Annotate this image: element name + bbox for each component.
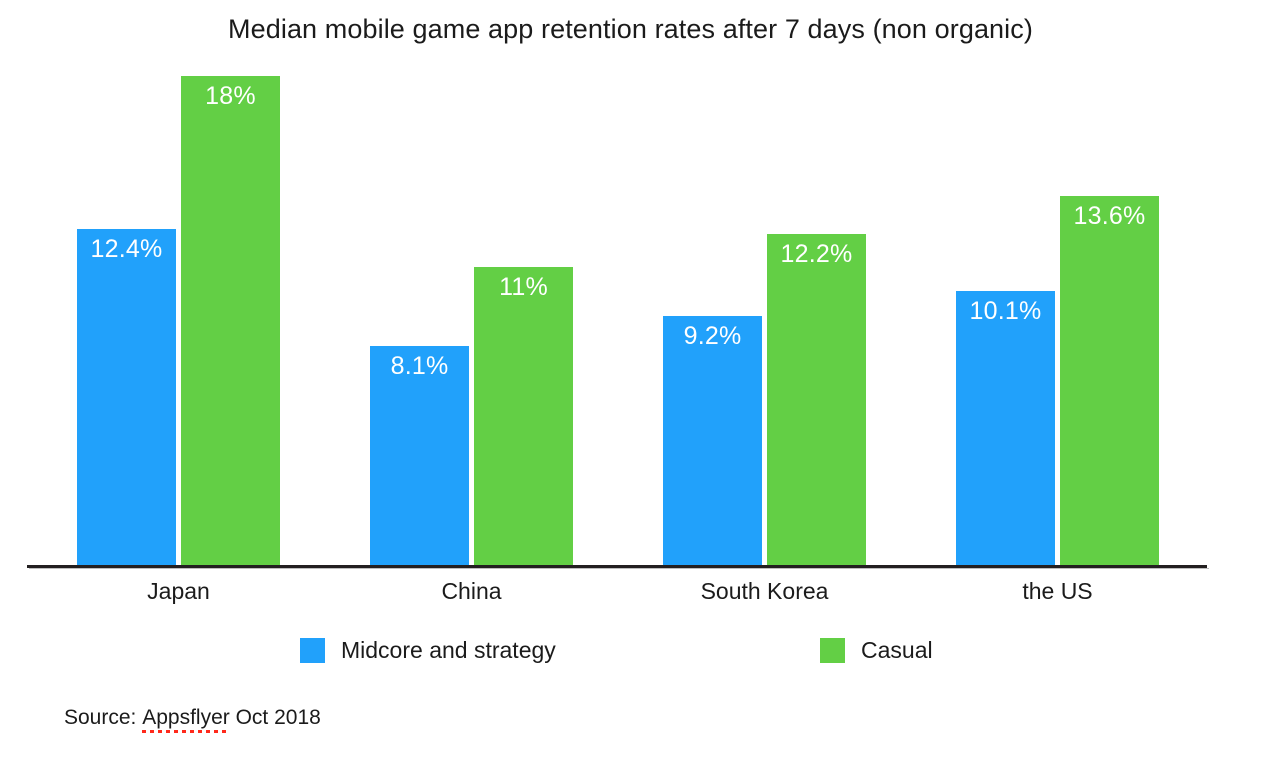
x-axis-label-china: China xyxy=(441,578,502,604)
bar-value-label: 8.1% xyxy=(390,351,449,380)
legend-swatch-icon xyxy=(300,637,325,663)
bar-group-the-us: 10.1% 13.6% xyxy=(956,60,1159,566)
source-caption: Source: Appsflyer Oct 2018 xyxy=(64,706,321,733)
x-axis-baseline xyxy=(27,565,1207,568)
bar-value-label: 13.6% xyxy=(1073,202,1146,231)
x-axis-baseline-shadow xyxy=(29,568,1209,569)
chart-title: Median mobile game app retention rates a… xyxy=(228,14,1033,44)
bar-japan-casual[interactable]: 18% xyxy=(181,76,280,566)
chart-legend: Midcore and strategy Casual xyxy=(0,633,1261,667)
bar-value-label: 9.2% xyxy=(683,321,742,350)
bar-value-label: 18% xyxy=(205,82,256,111)
source-misspelled-word: Appsflyer xyxy=(142,706,230,733)
bar-china-casual[interactable]: 11% xyxy=(474,266,573,566)
bar-south-korea-midcore-and-strategy[interactable]: 9.2% xyxy=(663,315,762,566)
x-axis-label-the-us: the US xyxy=(1022,578,1093,604)
source-prefix: Source: xyxy=(64,706,143,729)
legend-item-label: Midcore and strategy xyxy=(341,636,556,663)
legend-swatch-icon xyxy=(820,637,845,663)
bar-the-us-midcore-and-strategy[interactable]: 10.1% xyxy=(956,291,1055,566)
bar-value-label: 12.4% xyxy=(90,234,163,263)
source-suffix: Oct 2018 xyxy=(229,706,321,729)
bar-group-japan: 12.4% 18% xyxy=(77,60,280,566)
bar-the-us-casual[interactable]: 13.6% xyxy=(1060,196,1159,566)
bar-group-south-korea: 9.2% 12.2% xyxy=(663,60,866,566)
bar-value-label: 12.2% xyxy=(780,240,853,269)
x-axis-label-south-korea: South Korea xyxy=(700,578,829,604)
legend-item-midcore-and-strategy[interactable]: Midcore and strategy xyxy=(300,633,556,667)
plot-area: 12.4% 18% 8.1% 11% 9.2% 12.2% 10.1% 13.6% xyxy=(27,60,1207,566)
legend-item-casual[interactable]: Casual xyxy=(820,633,933,667)
bar-group-china: 8.1% 11% xyxy=(370,60,573,566)
bar-japan-midcore-and-strategy[interactable]: 12.4% xyxy=(77,228,176,566)
bar-china-midcore-and-strategy[interactable]: 8.1% xyxy=(370,345,469,566)
bar-value-label: 11% xyxy=(499,272,548,301)
bar-south-korea-casual[interactable]: 12.2% xyxy=(767,234,866,566)
legend-item-label: Casual xyxy=(861,636,933,663)
bar-value-label: 10.1% xyxy=(969,297,1042,326)
x-axis-label-japan: Japan xyxy=(147,578,210,604)
